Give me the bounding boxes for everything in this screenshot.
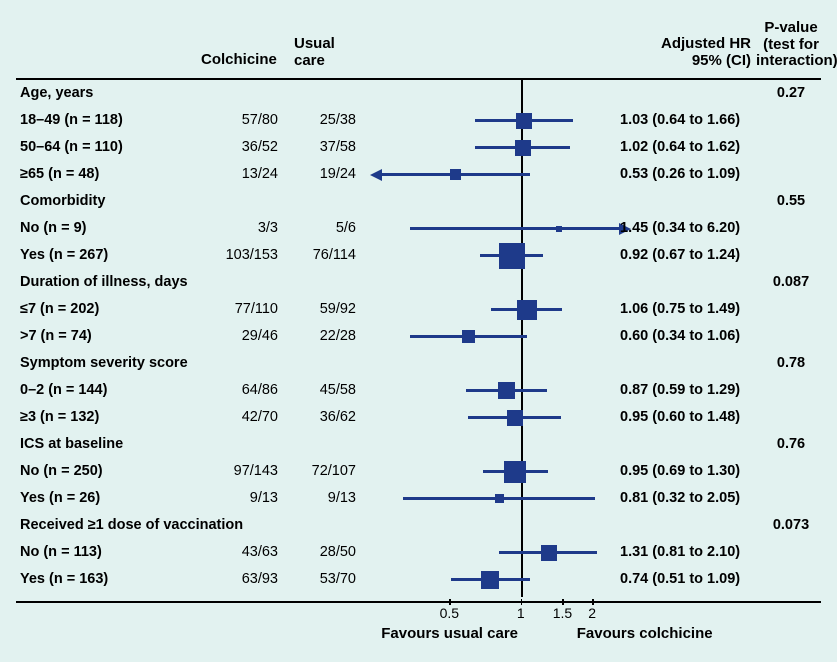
group-pvalue: 0.78 <box>756 355 826 371</box>
table-row: ≥3 (n = 132) 42/70 36/62 0.95 (0.60 to 1.48… <box>16 404 821 431</box>
header-pvalue: P-value (test for interaction) <box>756 20 826 70</box>
group-title: Age, years <box>20 85 93 101</box>
row-usual: 36/62 <box>286 409 356 425</box>
favours-right-label: Favours colchicine <box>577 625 713 642</box>
row-label: >7 (n = 74) <box>20 328 92 344</box>
row-hr-text: 0.92 (0.67 to 1.24) <box>620 247 758 263</box>
table-row: Yes (n = 26) 9/13 9/13 0.81 (0.32 to 2.05) <box>16 485 821 512</box>
row-colchicine: 29/46 <box>186 328 278 344</box>
row-usual: 25/38 <box>286 112 356 128</box>
group-header: Symptom severity score0.78 <box>16 350 821 377</box>
group-pvalue: 0.76 <box>756 436 826 452</box>
row-label: Yes (n = 26) <box>20 490 100 506</box>
row-colchicine: 77/110 <box>186 301 278 317</box>
row-label: ≥65 (n = 48) <box>20 166 99 182</box>
row-hr-text: 1.31 (0.81 to 2.10) <box>620 544 758 560</box>
row-hr-text: 0.87 (0.59 to 1.29) <box>620 382 758 398</box>
row-hr-text: 0.95 (0.69 to 1.30) <box>620 463 758 479</box>
row-colchicine: 13/24 <box>186 166 278 182</box>
row-label: No (n = 113) <box>20 544 102 560</box>
row-colchicine: 63/93 <box>186 571 278 587</box>
group-pvalue: 0.27 <box>756 85 826 101</box>
table-row: ≥65 (n = 48) 13/24 19/24 0.53 (0.26 to 1.09… <box>16 161 821 188</box>
row-label: 50–64 (n = 110) <box>20 139 123 155</box>
row-usual: 28/50 <box>286 544 356 560</box>
forest-rows: Age, years0.2718–49 (n = 118)57/8025/381… <box>16 80 821 597</box>
group-title: Comorbidity <box>20 193 105 209</box>
row-colchicine: 42/70 <box>186 409 278 425</box>
row-hr-text: 0.53 (0.26 to 1.09) <box>620 166 758 182</box>
row-hr-text: 1.45 (0.34 to 6.20) <box>620 220 758 236</box>
header-colchicine: Colchicine <box>201 52 276 69</box>
header-hr: Adjusted HR 95% (CI) <box>646 36 751 69</box>
table-row: Yes (n = 267) 103/153 76/114 0.92 (0.67 to … <box>16 242 821 269</box>
row-hr-text: 0.81 (0.32 to 2.05) <box>620 490 758 506</box>
row-colchicine: 97/143 <box>186 463 278 479</box>
row-hr-text: 0.74 (0.51 to 1.09) <box>620 571 758 587</box>
table-row: >7 (n = 74) 29/46 22/28 0.60 (0.34 to 1.06) <box>16 323 821 350</box>
forest-plot: Colchicine Usual care Adjusted HR 95% (C… <box>16 12 821 650</box>
group-pvalue: 0.55 <box>756 193 826 209</box>
row-usual: 53/70 <box>286 571 356 587</box>
x-axis: 0.5 1 1.5 2 Favours usual care Favours colchi… <box>16 603 821 653</box>
group-pvalue: 0.073 <box>756 517 826 533</box>
row-hr-text: 1.06 (0.75 to 1.49) <box>620 301 758 317</box>
row-colchicine: 36/52 <box>186 139 278 155</box>
group-header: Duration of illness, days0.087 <box>16 269 821 296</box>
header-usual-care: Usual care <box>294 36 354 69</box>
row-label: No (n = 9) <box>20 220 86 236</box>
column-headers: Colchicine Usual care Adjusted HR 95% (C… <box>16 12 821 80</box>
row-hr-text: 1.02 (0.64 to 1.62) <box>620 139 758 155</box>
tick-label: 1 <box>517 605 525 621</box>
table-row: ≤7 (n = 202) 77/110 59/92 1.06 (0.75 to 1.4… <box>16 296 821 323</box>
table-row: Yes (n = 163) 63/93 53/70 0.74 (0.51 to 1.0… <box>16 566 821 593</box>
row-label: 18–49 (n = 118) <box>20 112 123 128</box>
row-usual: 9/13 <box>286 490 356 506</box>
table-row: 18–49 (n = 118) 57/80 25/38 1.03 (0.64 to 1… <box>16 107 821 134</box>
row-usual: 45/58 <box>286 382 356 398</box>
tick-label: 0.5 <box>440 605 459 621</box>
group-pvalue: 0.087 <box>756 274 826 290</box>
row-usual: 72/107 <box>286 463 356 479</box>
table-row: 50–64 (n = 110) 36/52 37/58 1.02 (0.64 to 1… <box>16 134 821 161</box>
row-colchicine: 64/86 <box>186 382 278 398</box>
row-label: ≥3 (n = 132) <box>20 409 99 425</box>
group-header: Comorbidity0.55 <box>16 188 821 215</box>
row-usual: 76/114 <box>286 247 356 263</box>
row-label: Yes (n = 267) <box>20 247 108 263</box>
group-header: Received ≥1 dose of vaccination0.073 <box>16 512 821 539</box>
row-colchicine: 43/63 <box>186 544 278 560</box>
group-title: Symptom severity score <box>20 355 188 371</box>
table-row: No (n = 250) 97/143 72/107 0.95 (0.69 to 1.… <box>16 458 821 485</box>
group-title: Received ≥1 dose of vaccination <box>20 517 243 533</box>
row-label: Yes (n = 163) <box>20 571 108 587</box>
favours-left-label: Favours usual care <box>278 625 518 642</box>
group-title: ICS at baseline <box>20 436 123 452</box>
row-usual: 59/92 <box>286 301 356 317</box>
row-hr-text: 0.95 (0.60 to 1.48) <box>620 409 758 425</box>
tick-label: 2 <box>588 605 596 621</box>
row-hr-text: 0.60 (0.34 to 1.06) <box>620 328 758 344</box>
tick-label: 1.5 <box>553 605 572 621</box>
group-header: ICS at baseline0.76 <box>16 431 821 458</box>
row-colchicine: 3/3 <box>186 220 278 236</box>
row-usual: 5/6 <box>286 220 356 236</box>
row-hr-text: 1.03 (0.64 to 1.66) <box>620 112 758 128</box>
group-header: Age, years0.27 <box>16 80 821 107</box>
row-colchicine: 9/13 <box>186 490 278 506</box>
table-row: 0–2 (n = 144) 64/86 45/58 0.87 (0.59 to 1.2… <box>16 377 821 404</box>
row-colchicine: 103/153 <box>186 247 278 263</box>
row-label: No (n = 250) <box>20 463 103 479</box>
table-row: No (n = 9) 3/3 5/6 1.45 (0.34 to 6.20) <box>16 215 821 242</box>
row-label: ≤7 (n = 202) <box>20 301 99 317</box>
table-row: No (n = 113) 43/63 28/50 1.31 (0.81 to 2.10… <box>16 539 821 566</box>
row-colchicine: 57/80 <box>186 112 278 128</box>
row-usual: 19/24 <box>286 166 356 182</box>
row-usual: 37/58 <box>286 139 356 155</box>
group-title: Duration of illness, days <box>20 274 188 290</box>
row-usual: 22/28 <box>286 328 356 344</box>
row-label: 0–2 (n = 144) <box>20 382 107 398</box>
